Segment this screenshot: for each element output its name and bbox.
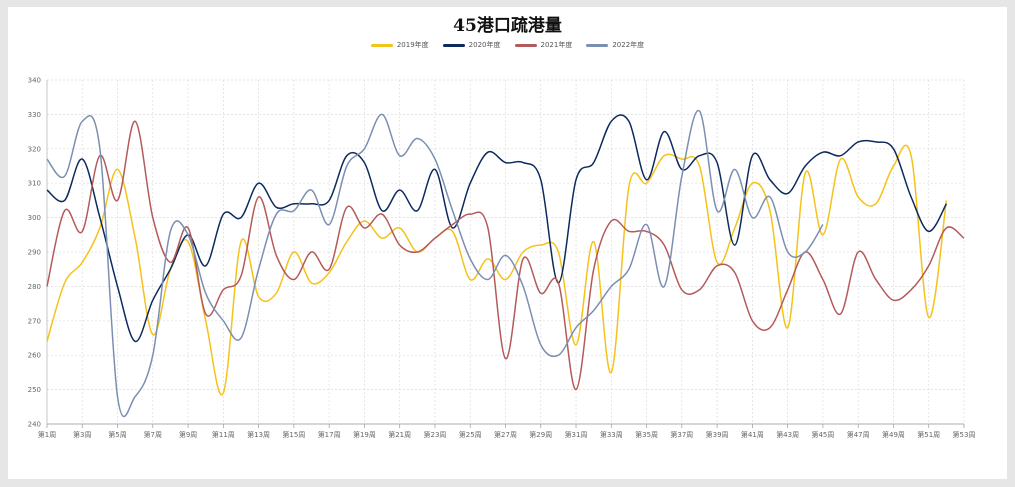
x-tick-label: 第7周 bbox=[144, 430, 162, 439]
x-tick-label: 第23周 bbox=[424, 430, 447, 439]
legend-label: 2020年度 bbox=[468, 41, 501, 49]
y-tick-label: 260 bbox=[28, 352, 41, 360]
x-tick-label: 第37周 bbox=[670, 430, 693, 439]
series-line-4 bbox=[46, 110, 824, 418]
x-tick-label: 第9周 bbox=[179, 430, 197, 439]
legend-item[interactable]: 2020年度 bbox=[442, 40, 501, 50]
legend-swatch bbox=[442, 43, 465, 47]
series-line-2 bbox=[46, 114, 948, 343]
legend-swatch bbox=[586, 43, 609, 47]
x-tick-label: 第51周 bbox=[917, 430, 940, 439]
x-tick-label: 第5周 bbox=[108, 430, 126, 439]
x-tick-label: 第3周 bbox=[73, 430, 91, 439]
x-tick-label: 第41周 bbox=[741, 430, 764, 439]
y-tick-label: 280 bbox=[28, 283, 41, 291]
x-tick-label: 第11周 bbox=[212, 430, 235, 439]
chart-legend: 2019年度 2020年度 2021年度 2022年度 bbox=[8, 40, 1007, 50]
chart-card: 45港口疏港量 2019年度 2020年度 2021年度 2022年度 240 250 2… bbox=[8, 7, 1007, 479]
x-tick-label: 第27周 bbox=[494, 430, 517, 439]
x-tick-label: 第39周 bbox=[706, 430, 729, 439]
legend-item[interactable]: 2021年度 bbox=[514, 40, 573, 50]
chart-title: 45港口疏港量 bbox=[453, 16, 562, 36]
legend-swatch bbox=[370, 43, 393, 47]
series-line-1 bbox=[46, 144, 948, 396]
x-tick-label: 第53周 bbox=[953, 430, 976, 439]
legend-label: 2021年度 bbox=[540, 41, 573, 49]
x-tick-label: 第13周 bbox=[247, 430, 270, 439]
x-tick-label: 第47周 bbox=[847, 430, 870, 439]
x-tick-label: 第19周 bbox=[353, 430, 376, 439]
y-tick-label: 300 bbox=[28, 214, 41, 222]
y-tick-label: 310 bbox=[28, 180, 41, 188]
line-chart: 240 250 260 270 280 290 300 310 320 330 340 第1周 第3周 第… bbox=[28, 77, 976, 440]
y-tick-label: 290 bbox=[28, 249, 41, 257]
legend-label: 2022年度 bbox=[612, 41, 645, 49]
legend-item[interactable]: 2022年度 bbox=[586, 40, 644, 50]
y-tick-label: 240 bbox=[28, 421, 41, 429]
x-tick-label: 第17周 bbox=[318, 430, 341, 439]
legend-label: 2019年度 bbox=[396, 41, 429, 49]
y-tick-label: 270 bbox=[28, 317, 41, 325]
x-tick-label: 第1周 bbox=[38, 430, 56, 439]
y-tick-label: 250 bbox=[28, 386, 41, 394]
x-tick-label: 第49周 bbox=[882, 430, 905, 439]
y-tick-label: 340 bbox=[28, 77, 41, 85]
x-tick-label: 第43周 bbox=[776, 430, 799, 439]
legend-item[interactable]: 2019年度 bbox=[370, 40, 429, 50]
legend-swatch bbox=[514, 43, 537, 47]
x-tick-label: 第33周 bbox=[600, 430, 623, 439]
x-tick-label: 第15周 bbox=[282, 430, 305, 439]
y-tick-label: 330 bbox=[28, 111, 41, 119]
x-tick-label: 第45周 bbox=[811, 430, 834, 439]
x-tick-label: 第21周 bbox=[388, 430, 411, 439]
x-tick-label: 第35周 bbox=[635, 430, 658, 439]
x-tick-label: 第31周 bbox=[565, 430, 588, 439]
x-tick-label: 第25周 bbox=[459, 430, 482, 439]
x-tick-label: 第29周 bbox=[529, 430, 552, 439]
y-tick-label: 320 bbox=[28, 145, 41, 153]
